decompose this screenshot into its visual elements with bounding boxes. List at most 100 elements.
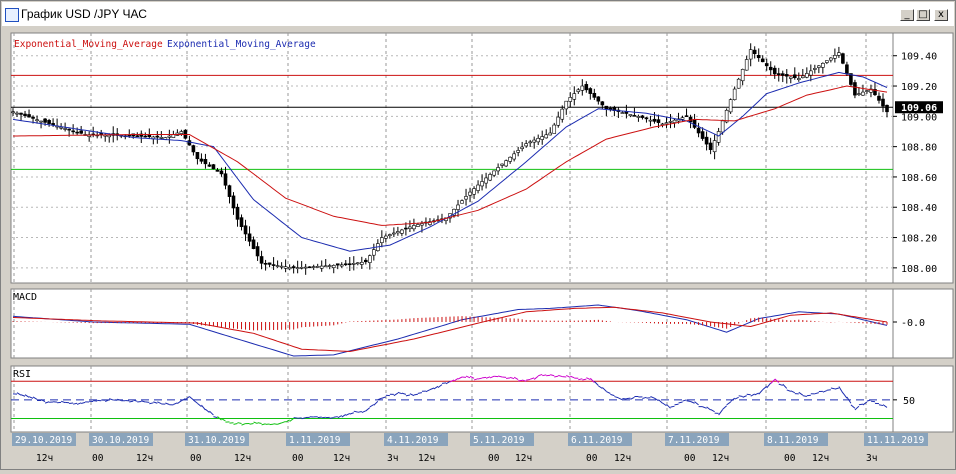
candle-body bbox=[68, 129, 71, 130]
candle-body bbox=[208, 165, 211, 166]
title-bar[interactable]: График USD /JPY ЧАС _ □ x bbox=[2, 2, 954, 26]
candle-body bbox=[48, 120, 51, 123]
close-button[interactable]: x bbox=[934, 9, 948, 21]
candle-body bbox=[412, 225, 415, 228]
hour-label: 12ч bbox=[418, 453, 435, 464]
candle-body bbox=[641, 116, 644, 118]
candle-body bbox=[148, 135, 151, 137]
candle-body bbox=[813, 68, 816, 69]
candle-body bbox=[809, 71, 812, 75]
legend-ema-slow: Exponential_Moving_Average bbox=[14, 39, 163, 50]
chart-svg[interactable]: 109.40109.20109.00108.80108.60108.40108.… bbox=[0, 24, 956, 470]
candle-body bbox=[781, 74, 784, 76]
candle-body bbox=[853, 82, 856, 95]
candle-body bbox=[497, 167, 500, 170]
candle-body bbox=[372, 250, 375, 256]
candle-body bbox=[645, 118, 648, 119]
candle-body bbox=[80, 131, 83, 133]
legend-ema-fast: Exponential_Moving_Average bbox=[167, 39, 316, 50]
candle-body bbox=[228, 186, 231, 197]
candle-body bbox=[861, 92, 864, 95]
candle-body bbox=[204, 159, 207, 163]
rsi-line-segment bbox=[250, 424, 254, 425]
candle-body bbox=[713, 141, 716, 152]
candle-body bbox=[729, 100, 732, 112]
rsi-line-segment bbox=[145, 402, 149, 403]
candle-body bbox=[585, 84, 588, 89]
candle-body bbox=[841, 54, 844, 64]
price-tick-label: 108.20 bbox=[901, 234, 937, 245]
candle-body bbox=[481, 181, 484, 185]
candle-body bbox=[300, 267, 303, 268]
candle-body bbox=[156, 136, 159, 137]
candle-body bbox=[40, 121, 43, 122]
candle-body bbox=[348, 264, 351, 265]
candle-body bbox=[785, 74, 788, 76]
candle-body bbox=[757, 55, 760, 57]
candle-body bbox=[168, 136, 171, 137]
date-label: 11.11.2019 bbox=[867, 435, 924, 446]
candle-body bbox=[76, 132, 79, 133]
candle-body bbox=[657, 120, 660, 123]
candle-body bbox=[392, 233, 395, 234]
candle-body bbox=[36, 120, 39, 121]
candle-body bbox=[52, 123, 55, 124]
candle-body bbox=[408, 227, 411, 229]
candle-body bbox=[553, 125, 556, 133]
hour-label: 00 bbox=[488, 453, 500, 464]
candle-body bbox=[533, 140, 536, 142]
candle-body bbox=[701, 132, 704, 139]
candle-body bbox=[260, 256, 263, 263]
candle-body bbox=[565, 101, 568, 109]
rsi-line-segment bbox=[334, 417, 338, 418]
candle-body bbox=[316, 266, 319, 267]
candle-body bbox=[252, 240, 255, 249]
candle-body bbox=[605, 106, 608, 109]
hour-label: 12ч bbox=[36, 453, 53, 464]
hour-label: 3ч bbox=[866, 453, 877, 464]
candle-body bbox=[789, 77, 792, 78]
candle-body bbox=[881, 99, 884, 106]
macd-tick-label: -0.0 bbox=[901, 318, 925, 329]
rsi-line-segment bbox=[807, 395, 811, 396]
candle-body bbox=[665, 123, 668, 124]
candle-body bbox=[769, 67, 772, 70]
rsi-panel[interactable] bbox=[11, 366, 893, 432]
candle-body bbox=[821, 63, 824, 67]
candle-body bbox=[320, 266, 323, 268]
rsi-tick-label: 50 bbox=[903, 396, 915, 407]
price-tick-label: 108.40 bbox=[901, 203, 937, 214]
candle-body bbox=[344, 264, 347, 265]
candle-body bbox=[745, 60, 748, 71]
candle-body bbox=[160, 137, 163, 138]
candle-body bbox=[420, 224, 423, 226]
hour-label: 00 bbox=[292, 453, 304, 464]
candle-body bbox=[473, 189, 476, 195]
candle-body bbox=[224, 174, 227, 186]
candle-body bbox=[845, 65, 848, 74]
candle-body bbox=[517, 150, 520, 152]
candle-body bbox=[561, 109, 564, 119]
candle-body bbox=[384, 236, 387, 238]
maximize-button[interactable]: □ bbox=[916, 9, 930, 21]
hour-label: 12ч bbox=[333, 453, 350, 464]
candle-body bbox=[697, 128, 700, 133]
date-label: 30.10.2019 bbox=[92, 435, 149, 446]
candle-body bbox=[593, 93, 596, 97]
candle-body bbox=[749, 50, 752, 59]
minimize-button[interactable]: _ bbox=[900, 9, 914, 21]
price-panel[interactable] bbox=[11, 33, 893, 283]
candle-body bbox=[336, 264, 339, 265]
candle-body bbox=[404, 228, 407, 229]
rsi-line-segment bbox=[739, 396, 743, 397]
candle-body bbox=[24, 114, 27, 116]
hour-label: 00 bbox=[684, 453, 696, 464]
date-label: 5.11.2019 bbox=[473, 435, 525, 446]
candle-body bbox=[829, 58, 832, 60]
date-label: 29.10.2019 bbox=[15, 435, 72, 446]
candle-body bbox=[72, 131, 75, 132]
candle-body bbox=[240, 218, 243, 227]
candle-body bbox=[709, 143, 712, 150]
candle-body bbox=[196, 152, 199, 158]
